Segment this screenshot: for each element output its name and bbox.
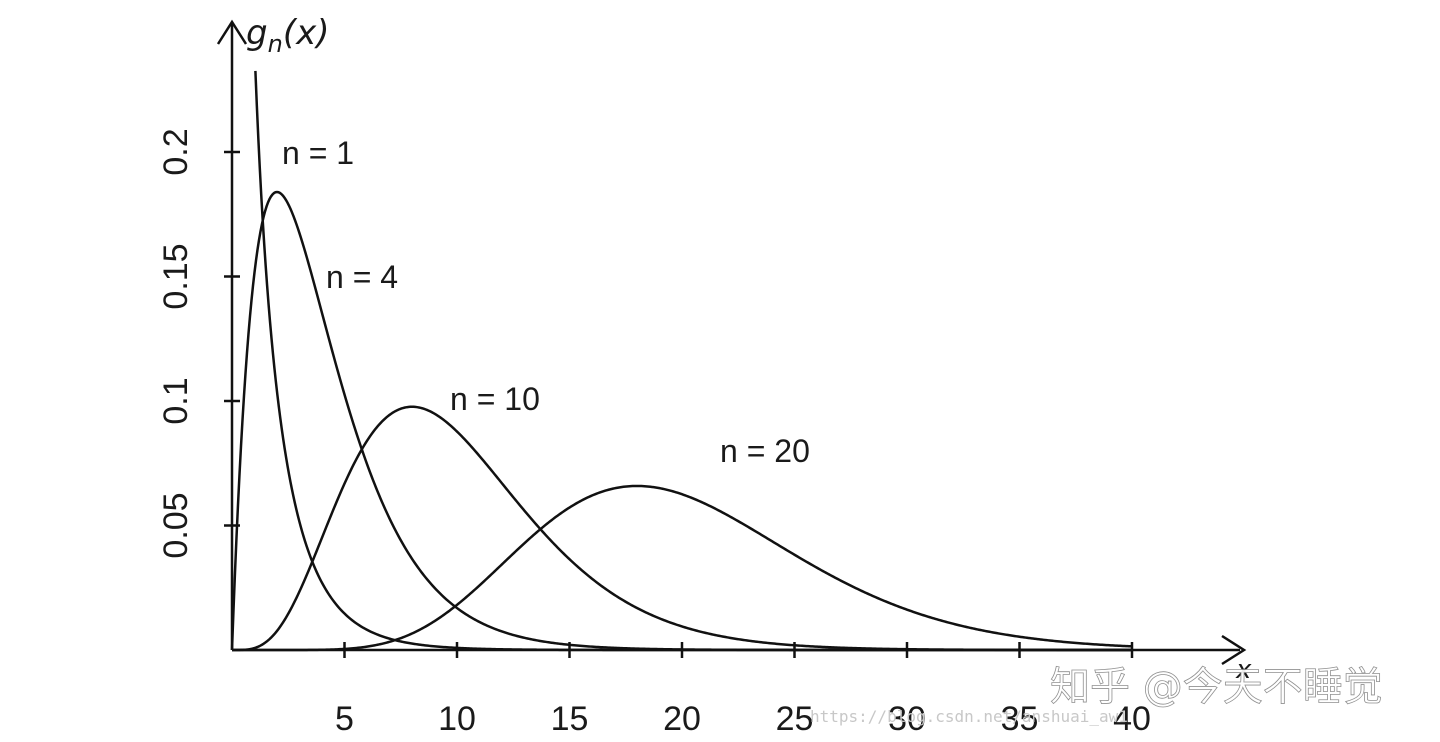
x-tick-label-20: 20 bbox=[663, 700, 701, 738]
x-tick-label-15: 15 bbox=[551, 700, 589, 738]
y-tick-label-0.15: 0.15 bbox=[157, 243, 195, 309]
y-tick-label-0.2: 0.2 bbox=[157, 128, 195, 175]
series-line-n10 bbox=[232, 405, 1132, 652]
x-tick-label-40: 40 bbox=[1113, 700, 1151, 738]
series-label-n1: n = 1 bbox=[282, 135, 354, 171]
zhihu-watermark: 知乎 @今天不睡觉 bbox=[1050, 664, 1383, 710]
series-line-n1 bbox=[254, 70, 1132, 652]
y-axis-arrow bbox=[216, 19, 248, 45]
x-tick-label-10: 10 bbox=[438, 700, 476, 738]
series-label-n10: n = 10 bbox=[450, 381, 540, 417]
series-label-n20: n = 20 bbox=[720, 433, 810, 469]
x-tick-label-30: 30 bbox=[888, 700, 926, 738]
y-tick-label-0.1: 0.1 bbox=[157, 377, 195, 424]
x-axis-arrow bbox=[1221, 634, 1247, 666]
x-tick-label-5: 5 bbox=[335, 700, 354, 738]
series-label-n4: n = 4 bbox=[326, 259, 398, 295]
x-axis-title: x bbox=[1235, 655, 1252, 685]
series-line-n20 bbox=[232, 484, 1133, 652]
y-tick-label-0.05: 0.05 bbox=[157, 492, 195, 558]
url-watermark: https://blog.csdn.net/anshuai_aw1 bbox=[810, 707, 1128, 726]
x-tick-label-35: 35 bbox=[1001, 700, 1039, 738]
y-axis-title: gn(x) bbox=[246, 13, 329, 58]
x-tick-label-25: 25 bbox=[776, 700, 814, 738]
